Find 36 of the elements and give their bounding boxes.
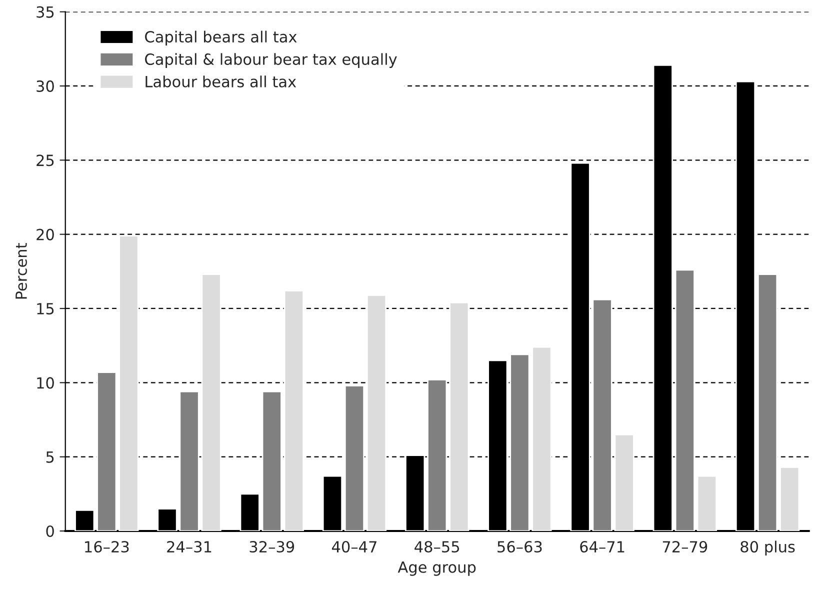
legend-label: Capital bears all tax	[145, 30, 297, 46]
x-tick-label: 40–47	[332, 540, 376, 553]
legend-label: Labour bears all tax	[146, 76, 296, 88]
y-tick-label: 5	[46, 451, 54, 463]
bar	[449, 302, 470, 531]
bar	[96, 372, 117, 531]
y-tick-label: 25	[36, 154, 54, 166]
y-tick-label: 0	[46, 525, 54, 538]
bar	[696, 475, 718, 531]
x-tick-label: 56–63	[498, 540, 542, 553]
y-tick-label: 35	[36, 6, 54, 18]
x-tick-label: 32–39	[250, 540, 294, 553]
y-tick-label: 30	[36, 80, 54, 92]
x-tick-label: 24–31	[167, 540, 212, 553]
y-tick-label: 10	[37, 377, 54, 389]
x-tick-label: 64–71	[580, 540, 624, 553]
bar	[674, 269, 695, 531]
bar	[284, 290, 304, 531]
y-tick-label: 15	[37, 303, 54, 315]
bar	[614, 434, 634, 531]
x-tick-label: 72–79	[662, 540, 708, 553]
bar	[118, 235, 139, 531]
y-axis-title: Percent	[16, 243, 27, 299]
bar	[427, 378, 448, 531]
x-axis-title: Age group	[398, 562, 476, 576]
x-tick-label: 16–23	[85, 540, 129, 553]
bar	[344, 384, 365, 531]
bar	[592, 298, 612, 531]
x-tick-label: 48–55	[414, 540, 460, 553]
y-tick-label: 20	[36, 228, 54, 240]
bar	[262, 390, 282, 531]
x-tick-label: 80 plus	[740, 540, 795, 556]
bar	[366, 294, 387, 531]
bar	[757, 274, 778, 531]
legend-label: Capital & labour bear tax equally	[145, 53, 397, 68]
bar	[780, 466, 800, 531]
